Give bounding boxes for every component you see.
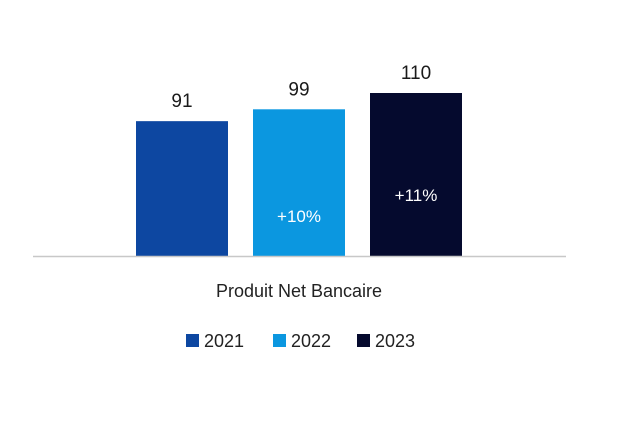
category-label: Produit Net Bancaire <box>216 281 382 301</box>
growth-label-2022: +10% <box>277 207 321 226</box>
bar-2023 <box>370 93 462 256</box>
legend-swatch-2022 <box>273 334 286 347</box>
legend-label-2022: 2022 <box>291 331 331 351</box>
bar-2021 <box>136 121 228 257</box>
value-label-2021: 91 <box>171 91 192 112</box>
bar-2022 <box>253 109 345 256</box>
legend: 2021 2022 2023 <box>186 331 415 351</box>
value-label-2023: 110 <box>401 63 431 84</box>
value-label-2022: 99 <box>288 79 309 100</box>
legend-label-2021: 2021 <box>204 331 244 351</box>
growth-label-2023: +11% <box>395 186 438 205</box>
bars: 91 99 +10% 110 +11% <box>136 63 462 257</box>
legend-label-2023: 2023 <box>375 331 415 351</box>
legend-swatch-2023 <box>357 334 370 347</box>
legend-swatch-2021 <box>186 334 199 347</box>
